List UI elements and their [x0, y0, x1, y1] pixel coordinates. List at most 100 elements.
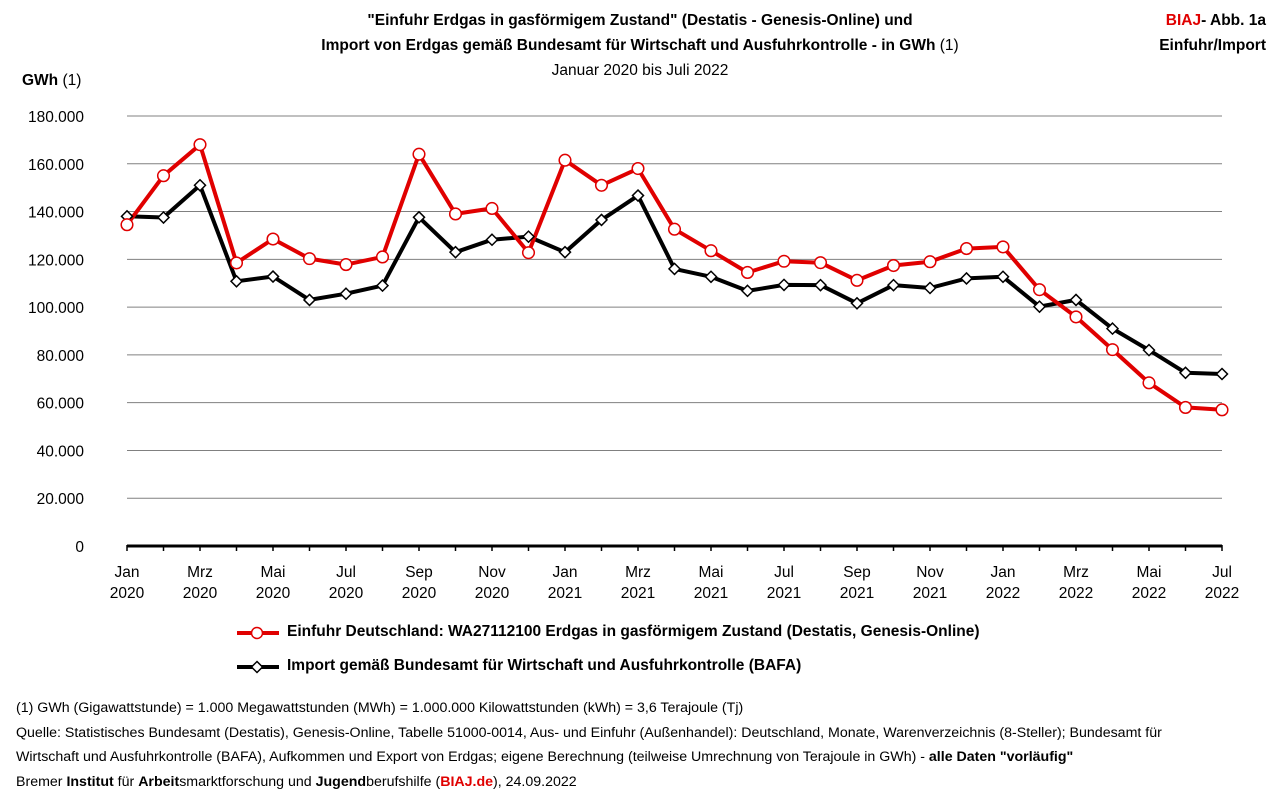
footnote-preliminary-note: alle Daten "vorläufig" [928, 749, 1074, 765]
x-tick-label-month: Jul [1212, 564, 1232, 581]
data-point-bafa [1032, 300, 1047, 314]
data-point-einfuhr [193, 138, 207, 152]
data-point-bafa [959, 271, 974, 286]
data-point-bafa [448, 245, 463, 259]
y-tick-label: 140.000 [28, 205, 84, 222]
series-line-bafa [125, 183, 1224, 376]
x-tick-label-year: 2021 [694, 585, 728, 602]
chart-subtitle: Januar 2020 bis Juli 2022 [551, 62, 729, 79]
data-point-einfuhr [302, 252, 317, 266]
data-point-einfuhr [266, 232, 280, 246]
data-point-bafa [667, 262, 682, 276]
publisher-bold-1: Institut [66, 773, 114, 790]
y-axis-unit-label: GWh (1) [22, 72, 81, 90]
x-tick-label-year: 2022 [1132, 585, 1166, 602]
data-point-bafa [266, 269, 280, 284]
data-point-einfuhr [1105, 343, 1120, 357]
data-point-einfuhr [120, 218, 134, 232]
x-tick-label-month: Nov [478, 564, 506, 581]
data-point-einfuhr [959, 242, 974, 256]
x-tick-label-year: 2022 [1205, 585, 1239, 602]
data-point-bafa [777, 278, 791, 292]
x-tick-label-year: 2021 [767, 585, 801, 602]
data-point-bafa [302, 293, 317, 307]
data-point-einfuhr [1215, 403, 1229, 417]
data-point-bafa [923, 281, 937, 295]
publisher-website-link[interactable]: BIAJ.de [440, 773, 494, 790]
data-point-bafa [1069, 293, 1083, 307]
publisher-text-4: berufshilfe ( [366, 773, 441, 790]
data-point-einfuhr [850, 273, 864, 287]
x-tick-label-month: Mrz [187, 564, 213, 581]
y-tick-label: 60.000 [37, 396, 85, 413]
x-tick-label-year: 2021 [913, 585, 947, 602]
data-point-bafa [193, 178, 207, 192]
data-point-einfuhr [594, 178, 609, 192]
x-tick-label-year: 2020 [183, 585, 218, 602]
data-point-einfuhr [1069, 310, 1083, 324]
publisher-text-3: smarktforschung und [179, 773, 316, 790]
data-point-einfuhr [521, 246, 536, 260]
x-tick-label-year: 2021 [621, 585, 655, 602]
y-tick-label: 20.000 [37, 491, 85, 508]
x-tick-label-year: 2020 [110, 585, 145, 602]
x-tick-label-month: Mai [699, 564, 724, 581]
footnote-source-line2: Wirtschaft und Ausfuhrkontrolle (BAFA), … [16, 745, 1271, 770]
data-point-bafa [813, 278, 828, 292]
corner-label-line2: Einfuhr/Import [1159, 37, 1266, 54]
data-point-einfuhr [448, 207, 463, 221]
x-tick-label-year: 2022 [986, 585, 1020, 602]
grid-lines [127, 115, 1222, 499]
x-tick-label-month: Mrz [625, 564, 651, 581]
data-point-einfuhr [558, 153, 572, 167]
x-tick-label-month: Jan [991, 564, 1016, 581]
data-point-einfuhr [1142, 376, 1156, 390]
data-point-einfuhr [339, 258, 353, 272]
chart-title-line1: "Einfuhr Erdgas in gasförmigem Zustand" … [367, 12, 913, 29]
y-axis-ticks: 0 20.000 40.000 60.000 80.000 100.000 120.000 1… [28, 109, 84, 556]
chart-title-line2-bold: Import von Erdgas gemäß Bundesamt für Wi… [321, 37, 936, 54]
legend-label-einfuhr: Einfuhr Deutschland: WA27112100 Erdgas i… [287, 623, 980, 640]
x-tick-label-month: Sep [405, 564, 433, 581]
data-point-bafa [521, 230, 536, 244]
series-line-einfuhr [125, 142, 1224, 412]
x-tick-label-year: 2020 [475, 585, 510, 602]
publisher-text-2: für [113, 773, 139, 790]
x-tick-label-year: 2020 [329, 585, 364, 602]
data-point-bafa [339, 287, 353, 301]
data-point-einfuhr [375, 250, 390, 264]
data-point-bafa [1215, 367, 1229, 381]
x-tick-label-month: Mai [261, 564, 286, 581]
y-tick-label: 120.000 [28, 252, 84, 269]
x-tick-label-year: 2020 [402, 585, 437, 602]
y-tick-label: 100.000 [28, 300, 84, 317]
y-tick-label: 80.000 [37, 348, 85, 365]
line-chart: 0 20.000 40.000 60.000 80.000 100.000 120.000 1… [28, 109, 1239, 602]
footnote-source-line1: Quelle: Statistisches Bundesamt (Destati… [16, 724, 1162, 741]
x-tick-label-month: Mrz [1063, 564, 1089, 581]
data-point-bafa [740, 284, 755, 298]
x-tick-label-month: Jan [553, 564, 578, 581]
data-point-bafa [412, 210, 426, 224]
x-tick-label-month: Sep [843, 564, 871, 581]
data-point-bafa [631, 188, 645, 203]
y-tick-label: 0 [75, 539, 84, 556]
x-tick-label-month: Jan [115, 564, 140, 581]
data-point-einfuhr [156, 169, 171, 183]
x-tick-label-month: Nov [916, 564, 944, 581]
data-point-einfuhr [996, 240, 1010, 254]
figure-number: - Abb. 1a [1201, 12, 1266, 29]
y-tick-label: 180.000 [28, 109, 84, 126]
data-point-bafa [1142, 343, 1156, 357]
publisher-text-5: ), 24.09.2022 [493, 773, 577, 790]
x-tick-label-month: Jul [336, 564, 356, 581]
data-point-einfuhr [229, 256, 244, 270]
x-tick-label-year: 2020 [256, 585, 291, 602]
x-tick-label-year: 2021 [840, 585, 874, 602]
x-tick-label-year: 2021 [548, 585, 582, 602]
x-tick-label-year: 2022 [1059, 585, 1093, 602]
data-point-bafa [375, 279, 390, 293]
legend-marker-red-circle [237, 626, 279, 640]
data-point-bafa [886, 278, 901, 292]
y-axis-unit-bold: GWh [22, 72, 59, 89]
